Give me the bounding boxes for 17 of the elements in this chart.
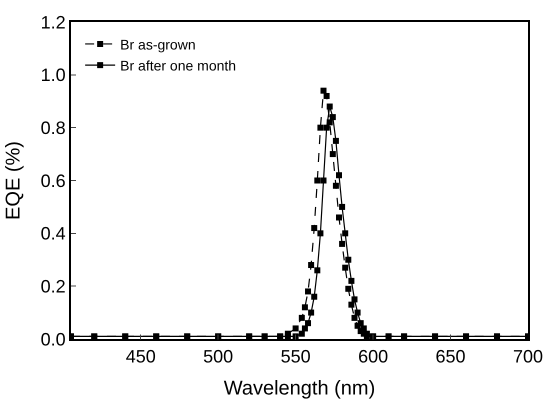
x-tick-label: 550: [280, 346, 311, 366]
x-axis-title: Wavelength (nm): [224, 377, 376, 400]
legend-label: Br as-grown: [120, 36, 196, 52]
legend-label: Br after one month: [120, 58, 236, 74]
y-tick-label: 0.4: [40, 224, 66, 244]
y-axis-title: EQE (%): [2, 141, 25, 220]
x-tick-label: 450: [126, 346, 156, 366]
x-tick-label: 650: [436, 346, 466, 366]
y-tick-label: 0.0: [40, 329, 66, 350]
y-tick-label: 1.0: [40, 65, 66, 86]
x-tick-label: 600: [358, 346, 388, 366]
y-tick-label: 0.8: [40, 118, 66, 138]
x-tick-label: 500: [203, 346, 234, 366]
y-tick-label: 0.6: [40, 170, 66, 191]
y-tick-label: 1.2: [40, 12, 66, 32]
y-tick-label: 0.2: [40, 276, 66, 296]
x-tick-label: 700: [512, 346, 544, 366]
